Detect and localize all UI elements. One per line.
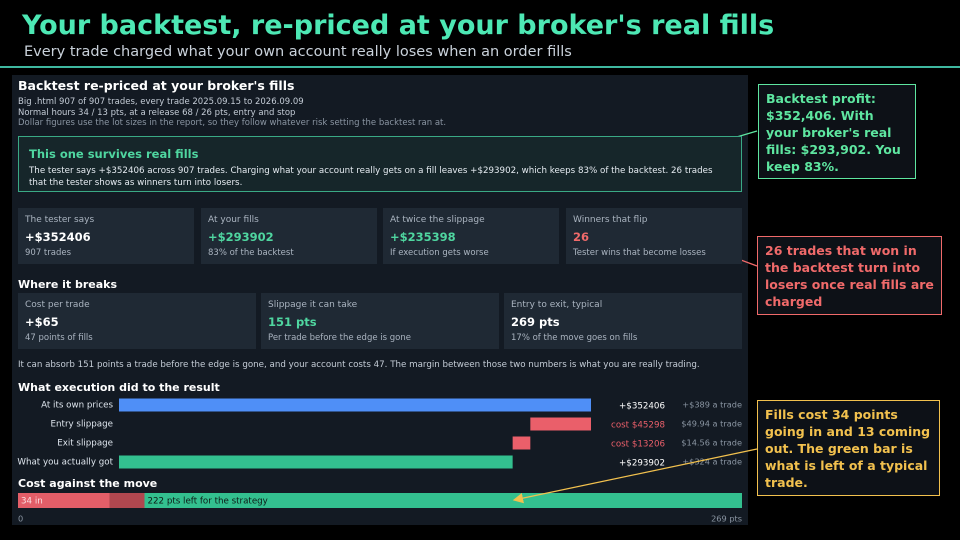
card-note: If execution gets worse [390, 248, 489, 258]
card-label: Winners that flip [573, 215, 648, 225]
card-note: Per trade before the edge is gone [268, 333, 411, 343]
annotation: Fills cost 34 points going in and 13 com… [757, 400, 940, 496]
verdict-text: The tester says +$352406 across 907 trad… [29, 166, 713, 188]
stat-card: The tester says +$352406 907 trades [18, 208, 194, 264]
card-note: 83% of the backtest [208, 248, 294, 258]
annotation: 26 trades that won in the backtest turn … [757, 236, 942, 315]
stat-card: Winners that flip 26 Tester wins that beco… [566, 208, 742, 264]
card-value: 269 pts [511, 315, 560, 329]
page-title: Your backtest, re-priced at your broker'… [22, 10, 775, 41]
section-heading: Where it breaks [18, 278, 118, 291]
section-heading: Cost against the move [18, 477, 158, 490]
card-note: Tester wins that become losses [573, 248, 706, 258]
meta-line: Normal hours 34 / 13 pts, at a release 6… [18, 107, 296, 118]
card-value: +$293902 [208, 230, 274, 244]
card-value: +$235398 [390, 230, 456, 244]
verdict-box: This one survives real fills The tester s… [18, 136, 742, 192]
card-value: 26 [573, 230, 590, 244]
card-label: Cost per trade [25, 300, 90, 310]
meta-line: Big .html 907 of 907 trades, every trade… [18, 97, 304, 107]
card-value: 151 pts [268, 315, 317, 329]
card-note: 47 points of fills [25, 333, 93, 343]
card-value: +$352406 [25, 230, 91, 244]
annotation: Backtest profit: $352,406. With your bro… [758, 84, 916, 179]
stat-card: Entry to exit, typical 269 pts 17% of the … [504, 293, 742, 349]
stat-card: Slippage it can take 151 pts Per trade bef… [261, 293, 499, 349]
card-value: +$65 [25, 315, 59, 329]
divider [0, 66, 960, 68]
page-subtitle: Every trade charged what your own accoun… [24, 44, 572, 60]
section-heading: What execution did to the result [18, 381, 220, 394]
card-label: At your fills [208, 215, 259, 225]
breaks-text: It can absorb 151 points a trade before … [18, 360, 700, 370]
stat-card: At twice the slippage +$235398 If executio… [383, 208, 559, 264]
stat-card: At your fills +$293902 83% of the backtest [201, 208, 377, 264]
card-note: 17% of the move goes on fills [511, 333, 638, 343]
stat-card: Cost per trade +$65 47 points of fills [18, 293, 256, 349]
card-note: 907 trades [25, 248, 72, 258]
verdict-title: This one survives real fills [29, 147, 199, 161]
card-label: The tester says [25, 215, 95, 225]
card-label: Entry to exit, typical [511, 300, 603, 310]
card-label: At twice the slippage [390, 215, 485, 225]
card-label: Slippage it can take [268, 300, 358, 310]
meta-line: Dollar figures use the lot sizes in the … [18, 118, 447, 128]
report-title: Backtest re-priced at your broker's fill… [18, 78, 295, 93]
